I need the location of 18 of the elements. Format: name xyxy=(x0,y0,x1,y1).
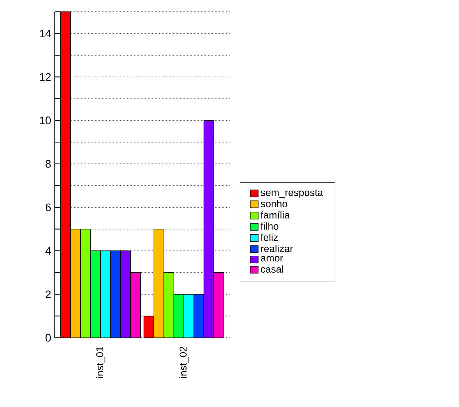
y-tick-label: 10 xyxy=(40,116,52,125)
y-tick-label: 14 xyxy=(40,30,52,38)
x-tick-label: inst_02 xyxy=(180,347,189,378)
legend-label: família xyxy=(260,211,290,219)
legend-label: feliz xyxy=(260,234,278,242)
x-tick-label: inst_01 xyxy=(96,347,106,378)
legend-label: sem_resposta xyxy=(261,190,324,198)
legend-label: casal xyxy=(261,266,284,273)
y-tick-label: 0 xyxy=(46,334,52,342)
legend-label: realizar xyxy=(261,245,294,252)
y-tick-label: 6 xyxy=(46,204,51,212)
y-tick-label: 4 xyxy=(46,247,52,255)
legend-label: filho xyxy=(260,222,279,230)
legend-label: amor xyxy=(261,256,284,262)
y-tick-label: 2 xyxy=(46,290,51,298)
legend-label: sonho xyxy=(261,200,288,208)
y-tick-label: 12 xyxy=(40,73,51,82)
y-tick-label: 8 xyxy=(46,160,51,168)
